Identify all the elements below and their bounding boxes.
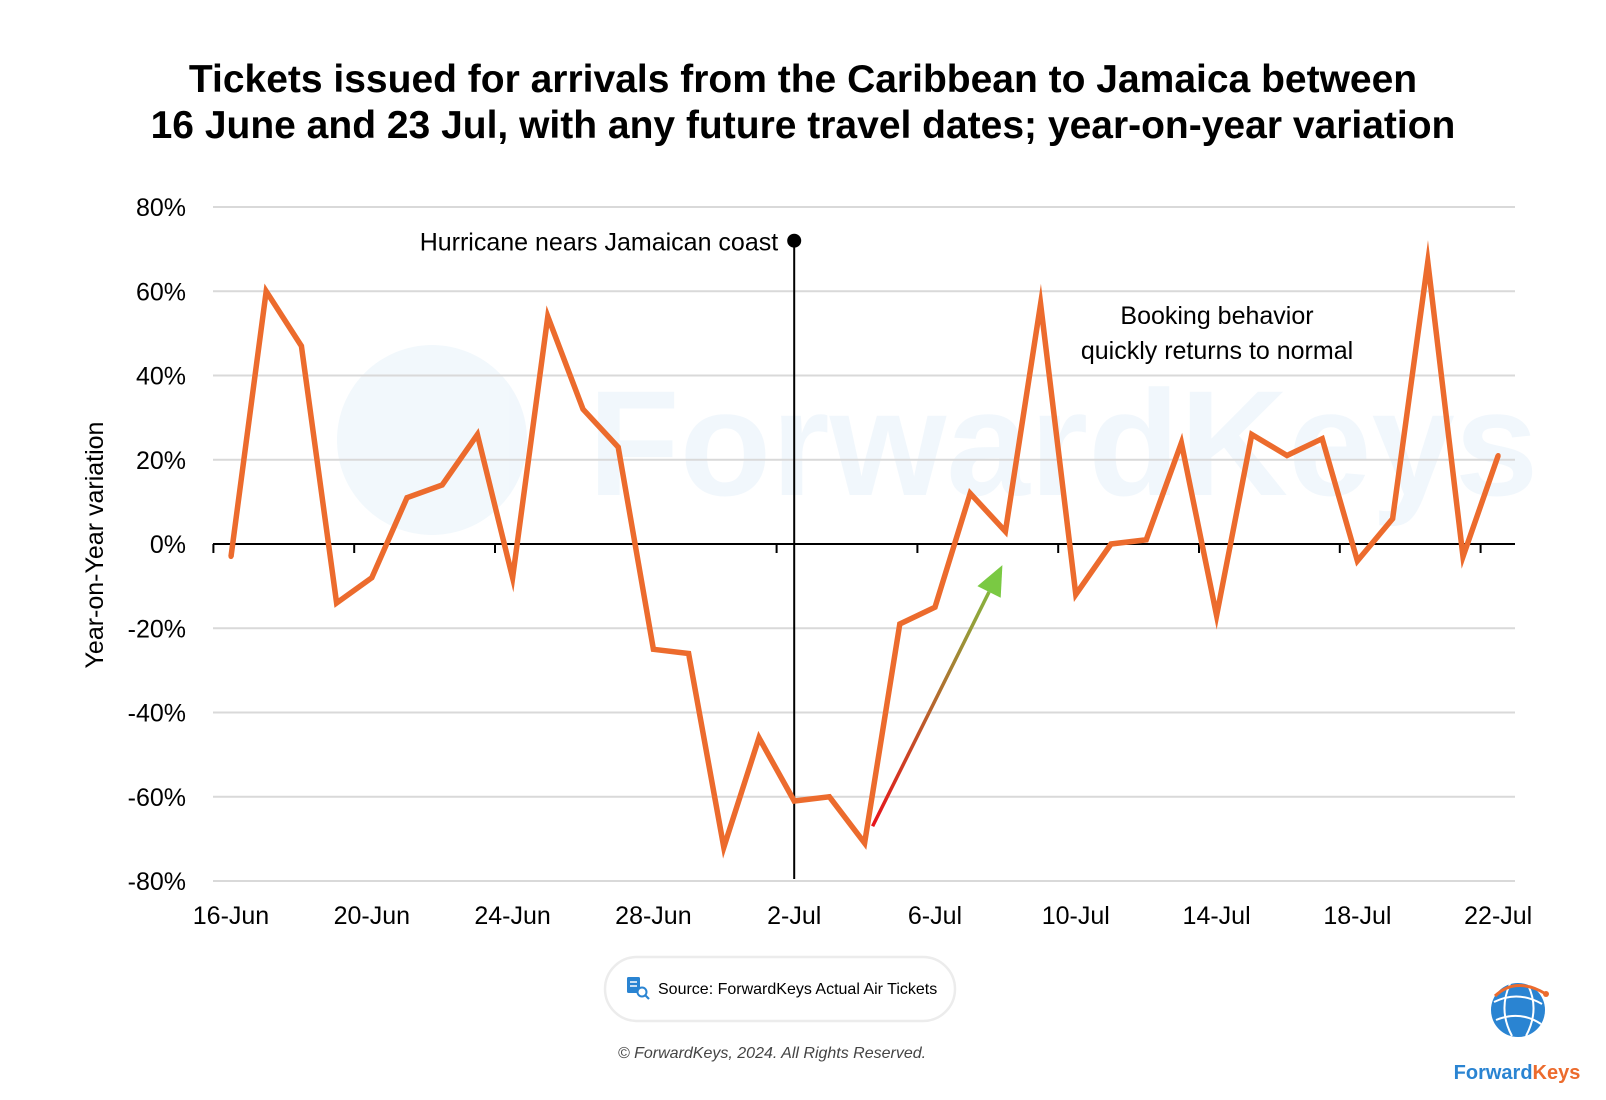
trend-arrow-head [977,565,1003,598]
x-tick-label: 2-Jul [767,902,821,930]
forwardkeys-logo: ForwardKeys [1454,983,1581,1084]
x-tick-labels: 16-Jun 20-Jun 24-Jun 28-Jun 2-Jul 6-Jul 10-Jul… [193,902,1532,930]
data-point [1073,592,1079,598]
data-point [580,406,586,412]
x-tick-label: 14-Jul [1183,902,1251,930]
data-point [369,575,375,581]
data-point [826,794,832,800]
y-tick-label: 80% [136,194,186,222]
y-tick-labels: 80% 60% 40% 20% 0% -20% -40% -60% -80% [128,194,186,896]
data-point [1038,301,1044,307]
data-point [474,431,480,437]
hurricane-marker-dot [787,233,802,248]
data-point [650,646,656,652]
y-tick-label: -40% [128,700,186,728]
x-tick-label: 22-Jul [1464,902,1532,930]
trend-arrow [871,565,1003,828]
data-point [967,490,973,496]
hurricane-annotation: Hurricane nears Jamaican coast [420,229,779,257]
data-point [1354,558,1360,564]
source-pill [603,955,957,1023]
x-tick-label: 10-Jul [1042,902,1110,930]
data-point [1214,613,1220,619]
data-point [1108,541,1114,547]
x-tick-label: 28-Jun [615,902,691,930]
data-point [1143,537,1149,543]
series-group [228,240,1501,859]
data-point [1249,431,1255,437]
data-point [1319,436,1325,442]
y-tick-label: -60% [128,784,186,812]
data-point [862,840,868,846]
logo-text: ForwardKeys [1454,1062,1581,1084]
data-point [791,798,797,804]
y-tick-label: 20% [136,447,186,475]
document-search-icon [627,977,650,1000]
y-tick-label: -80% [128,868,186,896]
data-point [228,554,234,560]
data-point [1495,453,1501,459]
globe-icon [1491,983,1549,1037]
data-point [1178,440,1184,446]
data-point [1002,528,1008,534]
x-tick-label: 20-Jun [334,902,410,930]
source-text: Source: ForwardKeys Actual Air Tickets [658,981,937,998]
data-point [263,288,269,294]
x-tick-label: 18-Jul [1323,902,1391,930]
x-tick-label: 24-Jun [474,902,550,930]
data-point [545,314,551,320]
logo-text-part1: Forward [1454,1062,1533,1084]
x-tick-label: 16-Jun [193,902,269,930]
y-tick-label: 40% [136,363,186,391]
data-point [1425,259,1431,265]
trend-arrow-shaft [871,591,991,828]
data-point [686,651,692,657]
y-axis-label: Year-on-Year variation [81,422,109,669]
data-point [932,604,938,610]
data-point [1284,453,1290,459]
logo-text-part2: Keys [1533,1062,1581,1084]
watermark: ForwardKeys [337,345,1538,535]
data-point [721,844,727,850]
data-point [1390,516,1396,522]
data-point [334,600,340,606]
data-point [510,575,516,581]
recovery-annotation-line1: Booking behavior [1120,302,1313,330]
y-tick-label: 0% [150,531,186,559]
recovery-annotation-line2: quickly returns to normal [1081,337,1353,365]
y-tick-label: -20% [128,615,186,643]
x-tick-label: 6-Jul [908,902,962,930]
watermark-globe-icon [337,345,527,535]
chart-title-line1: Tickets issued for arrivals from the Car… [189,58,1417,101]
data-point [439,482,445,488]
data-point [404,495,410,501]
x-axis [212,543,1515,553]
data-point [1460,554,1466,560]
copyright-text: © ForwardKeys, 2024. All Rights Reserved… [618,1045,926,1062]
data-point [897,621,903,627]
data-point [756,735,762,741]
data-point [615,444,621,450]
chart-title-line2: 16 June and 23 Jul, with any future trav… [151,104,1456,147]
y-tick-label: 60% [136,278,186,306]
data-point [298,343,304,349]
gridlines [213,206,1515,882]
